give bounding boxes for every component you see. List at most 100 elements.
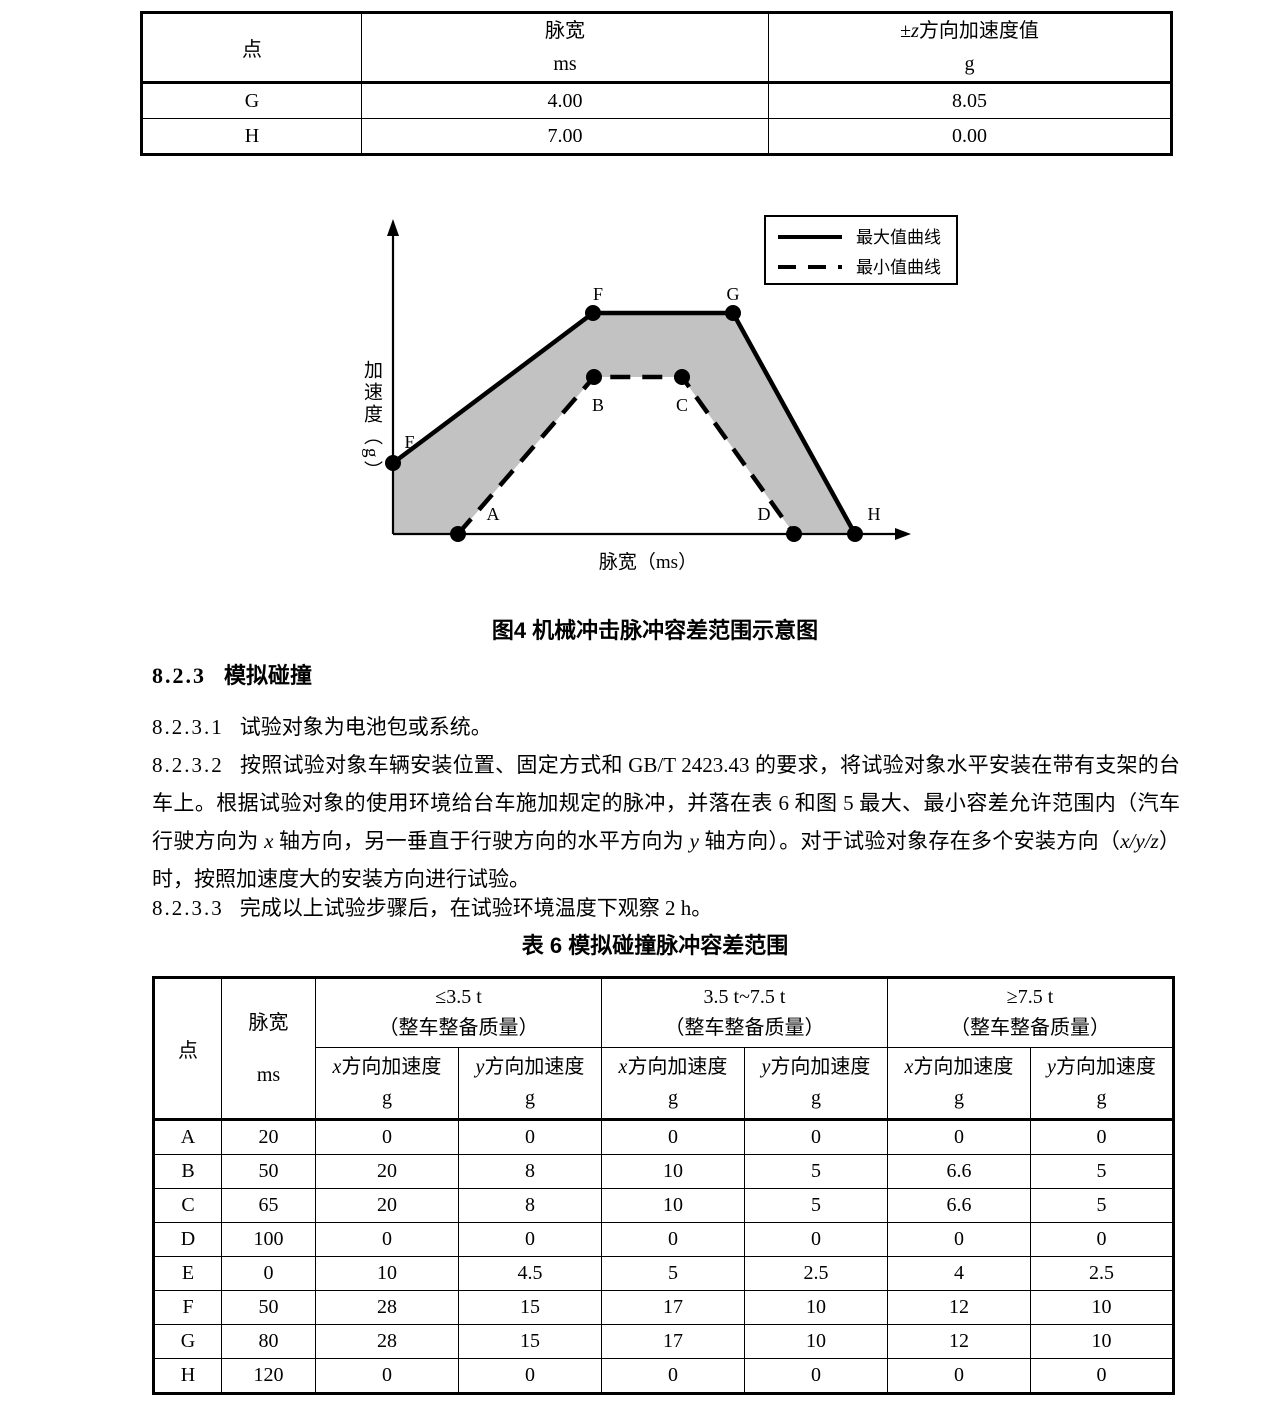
table6-caption: 表 6 模拟碰撞脉冲容差范围 bbox=[521, 933, 789, 958]
accel-label: x方向加速度 bbox=[316, 1052, 458, 1083]
text-segment: 完成以上试验步骤后，在试验环境温度下观察 2 h。 bbox=[239, 896, 713, 920]
accel-value-cell: 0 bbox=[601, 1358, 745, 1394]
accel-text: 方向加速度 bbox=[484, 1056, 585, 1078]
accel-value-cell: 10 bbox=[601, 1188, 745, 1223]
pulse-cell: 20 bbox=[221, 1119, 316, 1155]
accel-value-cell: 15 bbox=[458, 1290, 602, 1325]
accel-value-cell: 10 bbox=[744, 1290, 888, 1325]
point-cell: H bbox=[141, 118, 362, 155]
point-cell: G bbox=[153, 1324, 222, 1359]
max-value-curve bbox=[391, 310, 857, 536]
point-cell: D bbox=[153, 1222, 222, 1257]
paragraph-text: 完成以上试验步骤后，在试验环境温度下观察 2 h。 bbox=[240, 896, 713, 920]
accel-value-cell: 0 bbox=[887, 1119, 1031, 1155]
axis-variable: y bbox=[1047, 1056, 1056, 1078]
sub-header-y-accel: y方向加速度 g bbox=[744, 1047, 888, 1121]
axis-variable: x bbox=[332, 1056, 342, 1078]
table6-row: H 120 0 0 0 0 0 0 bbox=[153, 1358, 1174, 1394]
figure4-diagram: E F G H A B C D 脉宽（ms） 最大值曲线 最小值曲线 加速度（g） bbox=[360, 210, 1040, 590]
accel-value-cell: 0 bbox=[315, 1119, 459, 1155]
accel-value-cell: 6.6 bbox=[887, 1188, 1031, 1223]
accel-text: 方向加速度 bbox=[1055, 1056, 1156, 1078]
text-segment: x/y/z bbox=[1120, 829, 1159, 853]
inner-white-region bbox=[458, 377, 794, 534]
y-axis-arrow-icon bbox=[387, 219, 399, 236]
accel-text: 方向加速度 bbox=[770, 1056, 871, 1078]
sub-header-y-accel: y方向加速度 g bbox=[1030, 1047, 1174, 1121]
text-segment: 按照试验对象车辆安装位置、固定方式和 GB/T 2423.43 的要求，将试验对… bbox=[152, 753, 1180, 853]
data-point-E bbox=[385, 455, 401, 471]
accel-value-cell: 15 bbox=[458, 1324, 602, 1359]
accel-value-cell: 20 bbox=[315, 1154, 459, 1189]
section-title: 模拟碰撞 bbox=[224, 663, 313, 688]
paragraph-number: 8.2.3.3 bbox=[152, 896, 224, 920]
data-point-A bbox=[450, 526, 466, 542]
accel-value-cell: 2.5 bbox=[1030, 1256, 1174, 1291]
accel-value-cell: 0 bbox=[601, 1222, 745, 1257]
x-axis-label: 脉宽（ms） bbox=[599, 551, 697, 573]
accel-value-cell: 0 bbox=[744, 1119, 888, 1155]
accel-value-cell: 12 bbox=[887, 1324, 1031, 1359]
shock-table-row: H 7.00 0.00 bbox=[141, 118, 1172, 155]
point-label-D: D bbox=[758, 504, 771, 524]
y-axis-label: 加速度（g） bbox=[361, 360, 382, 483]
table6-sub-header-row: x方向加速度 g y方向加速度 g x方向加速度 g y方向加速度 g x方向加… bbox=[154, 1047, 1174, 1121]
mass-note: （整车整备质量） bbox=[664, 1017, 825, 1039]
accel-value-cell: 0 bbox=[601, 1119, 745, 1155]
axis-variable: x bbox=[904, 1056, 914, 1078]
accel-unit: g bbox=[954, 1087, 964, 1109]
accel-label: y方向加速度 bbox=[459, 1052, 601, 1083]
table6-row: B 50 20 8 10 5 6.6 5 bbox=[153, 1154, 1174, 1189]
accel-value-cell: 5 bbox=[744, 1154, 888, 1189]
z-variable: z bbox=[911, 19, 919, 42]
pulse-width-unit: ms bbox=[256, 1063, 281, 1086]
text-segment: 试验对象为电池包或系统。 bbox=[239, 715, 492, 739]
accel-value-cell: 12 bbox=[887, 1290, 1031, 1325]
crash-pulse-table: 点 脉宽 ms ≤3.5 t （整车整备质量） 3.5 t~7.5 t （整车整… bbox=[152, 976, 1175, 1395]
accel-value-cell: 0 bbox=[1030, 1222, 1174, 1257]
section-number: 8.2.3 bbox=[152, 663, 206, 688]
accel-value-cell: 10 bbox=[601, 1154, 745, 1189]
pulse-width-label: 脉宽 bbox=[545, 19, 585, 42]
pulse-width-unit: ms bbox=[553, 52, 577, 75]
mass-group-over-7-5t: ≥7.5 t （整车整备质量） bbox=[887, 977, 1174, 1048]
data-point-F bbox=[585, 305, 601, 321]
sub-header-x-accel: x方向加速度 g bbox=[601, 1047, 745, 1121]
accel-value-cell: 0 bbox=[887, 1358, 1031, 1394]
col-header-pulse: 脉宽 ms bbox=[361, 12, 769, 84]
point-cell: H bbox=[153, 1358, 222, 1394]
accel-value-cell: 17 bbox=[601, 1290, 745, 1325]
legend-min-label: 最小值曲线 bbox=[856, 258, 941, 277]
sub-header-x-accel: x方向加速度 g bbox=[887, 1047, 1031, 1121]
shock-table-body: G 4.00 8.05 H 7.00 0.00 bbox=[141, 82, 1172, 155]
col-header-pulse: 脉宽 ms bbox=[221, 977, 316, 1121]
accel-value-cell: 17 bbox=[601, 1324, 745, 1359]
table6-row: D 100 0 0 0 0 0 0 bbox=[153, 1222, 1174, 1257]
paragraph-number: 8.2.3.2 bbox=[152, 753, 224, 777]
pulse-cell: 50 bbox=[221, 1154, 316, 1189]
paragraph-8232: 8.2.3.2 按照试验对象车辆安装位置、固定方式和 GB/T 2423.43 的… bbox=[152, 746, 1180, 898]
sub-header-y-accel: y方向加速度 g bbox=[458, 1047, 602, 1121]
point-cell: C bbox=[153, 1188, 222, 1223]
mass-note: （整车整备质量） bbox=[378, 1017, 539, 1039]
mass-range: 3.5 t~7.5 t bbox=[703, 986, 786, 1008]
point-cell: G bbox=[141, 82, 362, 119]
accel-value-cell: 0 bbox=[744, 1222, 888, 1257]
accel-value-cell: 8 bbox=[458, 1188, 602, 1223]
accel-value-cell: 0 bbox=[887, 1222, 1031, 1257]
pulse-cell: 80 bbox=[221, 1324, 316, 1359]
section-heading: 8.2.3 模拟碰撞 bbox=[152, 658, 312, 690]
accel-value-cell: 10 bbox=[1030, 1290, 1174, 1325]
axis-variable: y bbox=[475, 1056, 485, 1078]
accel-value-cell: 0 bbox=[1030, 1119, 1174, 1155]
paragraph-8233: 8.2.3.3 完成以上试验步骤后，在试验环境温度下观察 2 h。 bbox=[152, 889, 1180, 927]
table6-row: G 80 28 15 17 10 12 10 bbox=[153, 1324, 1174, 1359]
accel-value-cell: 5 bbox=[601, 1256, 745, 1291]
point-label-A: A bbox=[487, 504, 500, 524]
accel-unit: g bbox=[1096, 1087, 1107, 1109]
pulse-cell: 65 bbox=[221, 1188, 316, 1223]
accel-value-cell: 0 bbox=[458, 1119, 602, 1155]
accel-value-cell: 0 bbox=[1030, 1358, 1174, 1394]
accel-value-cell: 0 bbox=[315, 1222, 459, 1257]
